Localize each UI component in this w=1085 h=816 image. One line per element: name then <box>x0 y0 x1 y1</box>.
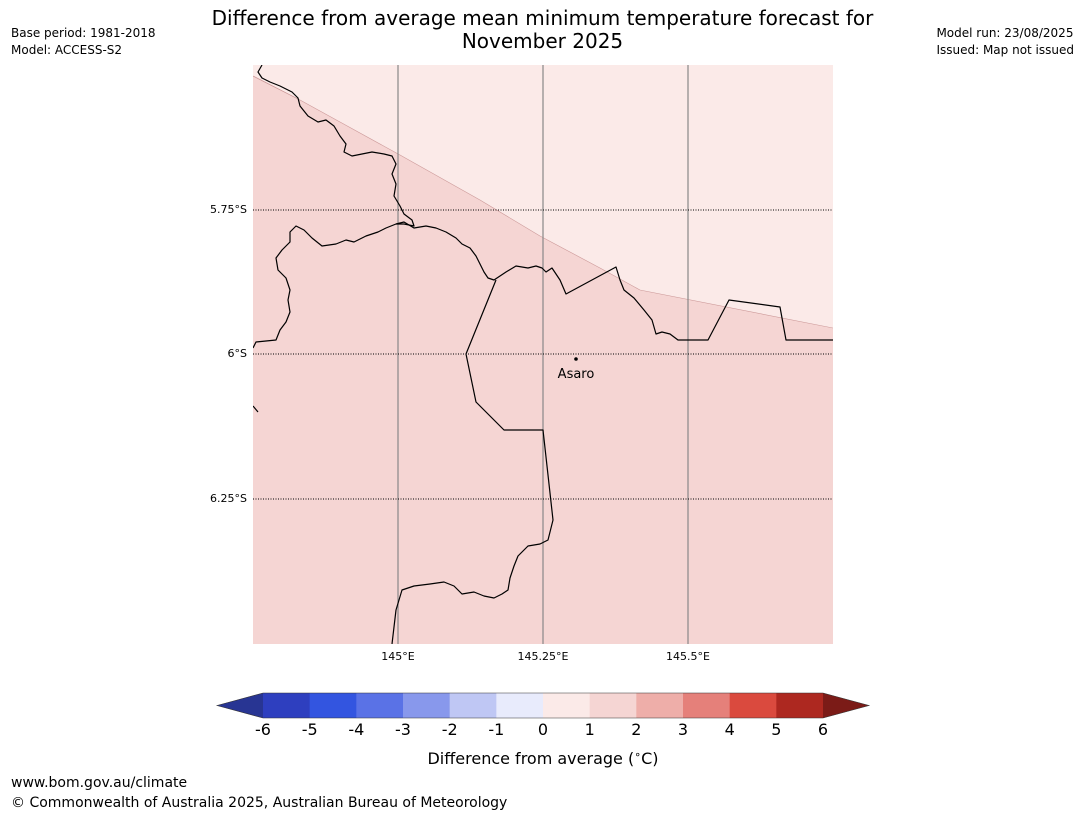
place-marker-dot <box>574 357 578 361</box>
colorbar-tick-label: 5 <box>771 720 781 739</box>
colorbar-swatch <box>309 693 357 718</box>
colorbar-extend-low <box>217 693 263 718</box>
colorbar-tick-label: 2 <box>631 720 641 739</box>
colorbar-tick-label: 4 <box>725 720 735 739</box>
colorbar-tick-label: -1 <box>488 720 504 739</box>
meta-left: Base period: 1981-2018 Model: ACCESS-S2 <box>11 25 156 59</box>
colorbar-swatch <box>776 693 824 718</box>
colorbar-label: Difference from average (∘C) <box>427 748 658 768</box>
base-period-text: Base period: 1981-2018 <box>11 26 156 40</box>
anomaly-contour-line <box>253 75 833 329</box>
colorbar-extend-high <box>823 693 869 718</box>
colorbar-tick-label: 1 <box>585 720 595 739</box>
province-boundaries <box>253 65 833 644</box>
colorbar-swatch <box>263 693 311 718</box>
colorbar-tick-label: -2 <box>442 720 458 739</box>
colorbar-swatch <box>729 693 777 718</box>
footer-url[interactable]: www.bom.gov.au/climate <box>11 775 188 791</box>
colorbar-swatch <box>496 693 544 718</box>
model-run-text: Model run: 23/08/2025 <box>936 26 1074 40</box>
colorbar-swatch <box>636 693 684 718</box>
model-text: Model: ACCESS-S2 <box>11 43 123 57</box>
colorbar-swatch <box>543 693 591 718</box>
colorbar-tick-label: -4 <box>348 720 364 739</box>
longitude-label: 145.5°E <box>666 650 710 663</box>
footer-copyright: © Commonwealth of Australia 2025, Austra… <box>11 795 508 811</box>
map-title-line2: November 2025 <box>461 29 624 53</box>
place-label: Asaro <box>558 367 595 382</box>
latitude-label: 6°S <box>228 347 247 360</box>
colorbar-swatch <box>589 693 637 718</box>
colorbar-swatch <box>403 693 451 718</box>
colorbar-tick-label: -5 <box>302 720 318 739</box>
map-panel: Asaro <box>253 65 833 644</box>
degree-symbol: ∘ <box>634 748 641 761</box>
colorbar-swatch <box>356 693 404 718</box>
latitude-label: 6.25°S <box>210 492 247 505</box>
latitude-label: 5.75°S <box>210 203 247 216</box>
colorbar-tick-label: 3 <box>678 720 688 739</box>
longitude-label: 145.25°E <box>518 650 569 663</box>
longitude-label: 145°E <box>381 650 414 663</box>
colorbar-swatch <box>683 693 731 718</box>
colorbar-tick-label: -3 <box>395 720 411 739</box>
issued-text: Issued: Map not issued <box>936 43 1074 57</box>
colorbar-outline <box>215 692 871 719</box>
colorbar-tick-label: 0 <box>538 720 548 739</box>
colorbar-tick-label: 6 <box>818 720 828 739</box>
colorbar-tick-label: -6 <box>255 720 271 739</box>
meta-right: Model run: 23/08/2025 Issued: Map not is… <box>936 25 1074 59</box>
colorbar-swatch <box>449 693 497 718</box>
colorbar: -6 -5 -4 -3 -2 -1 0 1 2 3 4 5 6 <box>215 692 871 739</box>
map-title: Difference from average mean minimum tem… <box>0 7 1085 53</box>
map-title-line1: Difference from average mean minimum tem… <box>211 6 874 30</box>
